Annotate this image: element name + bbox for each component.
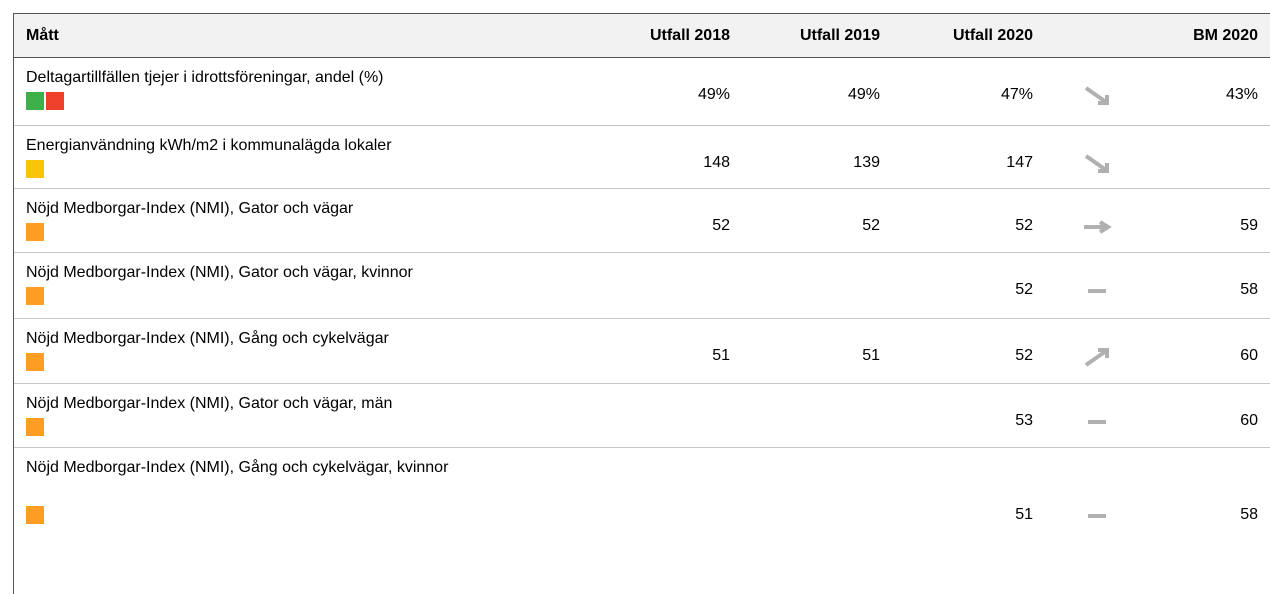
table-row: Deltagartillfällen tjejer i idrottsfören… <box>14 58 1270 126</box>
table-row: Energianvändning kWh/m2 i kommunalägda l… <box>14 126 1270 189</box>
trend-arrow <box>1088 514 1106 518</box>
table-row: Nöjd Medborgar-Index (NMI), Gång och cyk… <box>14 319 1270 384</box>
sdg-icons <box>26 353 46 376</box>
row-label: Nöjd Medborgar-Index (NMI), Gator och vä… <box>26 264 413 281</box>
sdg-icon <box>46 92 64 110</box>
table-row: Nöjd Medborgar-Index (NMI), Gator och vä… <box>14 384 1270 448</box>
sdg-icon <box>26 160 44 178</box>
cell-value: 52 <box>1015 347 1033 364</box>
cell-value: 52 <box>862 217 880 234</box>
sdg-icon <box>26 92 44 110</box>
cell-value: 43% <box>1225 86 1258 103</box>
trend-arrow <box>1084 220 1112 234</box>
sdg-icons <box>26 223 46 246</box>
row-label: Nöjd Medborgar-Index (NMI), Gator och vä… <box>26 395 393 412</box>
cell-value: 52 <box>1015 217 1033 234</box>
cell-value: 51 <box>1015 506 1033 523</box>
trend-arrow-path <box>1084 220 1112 234</box>
trend-arrow <box>1084 154 1109 173</box>
table-row: Nöjd Medborgar-Index (NMI), Gator och vä… <box>14 253 1270 319</box>
trend-arrow <box>1088 420 1106 424</box>
cell-value: 59 <box>1240 217 1258 234</box>
row-label: Nöjd Medborgar-Index (NMI), Gång och cyk… <box>26 330 389 347</box>
sdg-icons <box>26 160 46 183</box>
sdg-icon <box>26 506 44 524</box>
trend-arrow <box>1084 86 1109 105</box>
cell-value: 47% <box>1000 86 1033 103</box>
sdg-icon <box>26 418 44 436</box>
cell-value: 53 <box>1015 412 1033 429</box>
cell-value: 51 <box>712 347 730 364</box>
table: Mått Utfall 2018 Utfall 2019 Utfall 2020 BM … <box>13 13 1270 594</box>
cell-value: 49% <box>697 86 730 103</box>
sdg-icon <box>26 287 44 305</box>
sdg-icon <box>26 353 44 371</box>
cell-value: 52 <box>712 217 730 234</box>
cell-value: 58 <box>1240 506 1258 523</box>
table-header: Mått Utfall 2018 Utfall 2019 Utfall 2020 BM … <box>14 14 1270 58</box>
cell-value: 147 <box>1006 154 1033 171</box>
row-label: Nöjd Medborgar-Index (NMI), Gator och vä… <box>26 200 354 217</box>
row-label: Nöjd Medborgar-Index (NMI), Gång och cyk… <box>26 459 449 476</box>
trend-arrow <box>1084 348 1109 367</box>
cell-value: 139 <box>853 154 880 171</box>
trend-arrow-path <box>1084 86 1109 105</box>
cell-value: 60 <box>1240 347 1258 364</box>
trend-arrow-path <box>1084 154 1109 173</box>
table-row: Nöjd Medborgar-Index (NMI), Gång och cyk… <box>14 448 1270 594</box>
cell-value: 60 <box>1240 412 1258 429</box>
trend-arrow <box>1088 289 1106 293</box>
sdg-icons <box>26 506 46 529</box>
sdg-icons <box>26 92 66 115</box>
header-cell: Utfall 2020 <box>952 27 1033 44</box>
cell-value: 148 <box>703 154 730 171</box>
sdg-icon <box>26 223 44 241</box>
header-cell: Mått <box>26 27 59 44</box>
header-cell: Utfall 2018 <box>649 27 730 44</box>
trend-arrow-path <box>1084 348 1109 367</box>
sdg-icons <box>26 418 46 441</box>
table-row: Nöjd Medborgar-Index (NMI), Gator och vä… <box>14 189 1270 253</box>
header-cell: BM 2020 <box>1193 27 1258 44</box>
header-cell: Utfall 2019 <box>799 27 880 44</box>
sdg-icons <box>26 287 46 310</box>
cell-value: 58 <box>1240 281 1258 298</box>
cell-value: 49% <box>847 86 880 103</box>
cell-value: 52 <box>1015 281 1033 298</box>
cell-value: 51 <box>862 347 880 364</box>
row-label: Energianvändning kWh/m2 i kommunalägda l… <box>26 137 392 154</box>
row-label: Deltagartillfällen tjejer i idrottsfören… <box>26 69 384 86</box>
